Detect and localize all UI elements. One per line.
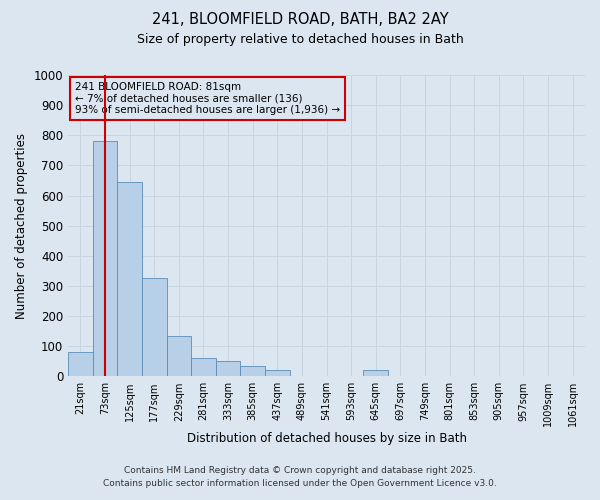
- Text: 241 BLOOMFIELD ROAD: 81sqm
← 7% of detached houses are smaller (136)
93% of semi: 241 BLOOMFIELD ROAD: 81sqm ← 7% of detac…: [75, 82, 340, 115]
- Bar: [265, 370, 290, 376]
- Bar: [241, 366, 265, 376]
- Bar: [68, 352, 92, 376]
- Bar: [92, 142, 117, 376]
- Bar: [142, 278, 167, 376]
- Text: 241, BLOOMFIELD ROAD, BATH, BA2 2AY: 241, BLOOMFIELD ROAD, BATH, BA2 2AY: [152, 12, 448, 28]
- Y-axis label: Number of detached properties: Number of detached properties: [15, 132, 28, 318]
- Bar: [167, 336, 191, 376]
- Bar: [216, 362, 241, 376]
- Bar: [191, 358, 216, 376]
- Text: Size of property relative to detached houses in Bath: Size of property relative to detached ho…: [137, 32, 463, 46]
- Text: Contains HM Land Registry data © Crown copyright and database right 2025.
Contai: Contains HM Land Registry data © Crown c…: [103, 466, 497, 487]
- X-axis label: Distribution of detached houses by size in Bath: Distribution of detached houses by size …: [187, 432, 467, 445]
- Bar: [364, 370, 388, 376]
- Bar: [117, 182, 142, 376]
